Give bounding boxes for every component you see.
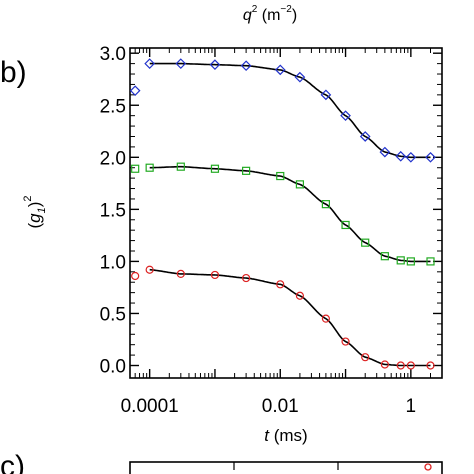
- x-tick-label: 0.01: [262, 396, 299, 417]
- data-point-square: [131, 164, 140, 173]
- ticks-layer: [129, 48, 443, 378]
- plot-frame: [129, 47, 443, 379]
- data-point-square: [276, 171, 285, 181]
- data-point-circle: [276, 280, 285, 289]
- data-point-square: [341, 220, 350, 230]
- y-axis-title-symbol: g: [25, 213, 44, 223]
- data-point-square: [321, 200, 330, 209]
- fit-curves: [149, 62, 431, 367]
- y-axis-title-open: (: [25, 223, 44, 229]
- fit-curve: [149, 268, 431, 367]
- x-tick-label: 0.0001: [121, 396, 179, 417]
- data-point-square: [406, 257, 415, 266]
- panel-c-point: [424, 463, 432, 471]
- data-point-diamond: [274, 64, 286, 76]
- y-tick-label: 0.0: [100, 357, 126, 378]
- data-point-diamond: [405, 151, 417, 163]
- data-point-circle: [295, 291, 305, 300]
- tick-labels: 0.0 0.5 1.0 1.5 2.0 2.5 3.0 0.0001 0.01 1: [100, 44, 417, 417]
- data-point-square: [361, 238, 370, 247]
- data-point-square: [295, 180, 305, 189]
- data-point-circle: [380, 360, 389, 369]
- data-point-circle: [176, 269, 185, 278]
- top-axis-title-unit-exp: −2: [280, 4, 292, 15]
- y-tick-label: 1.0: [100, 252, 126, 273]
- data-point-circle: [396, 361, 405, 370]
- data-point-diamond: [395, 150, 407, 162]
- data-point-circle: [406, 361, 415, 370]
- data-point-diamond: [379, 146, 391, 158]
- data-point-diamond: [320, 89, 332, 101]
- data-point-diamond: [209, 59, 221, 71]
- panel-c-label: c): [0, 450, 25, 474]
- y-axis-title: (g1)2: [22, 195, 48, 228]
- top-axis-title-symbol: q: [243, 7, 252, 24]
- data-point-square: [396, 256, 405, 265]
- data-point-circle: [210, 270, 220, 280]
- data-point-diamond: [340, 110, 351, 122]
- x-axis-title: t (ms): [264, 426, 307, 445]
- y-tick-label: 2.0: [100, 148, 126, 169]
- x-tick-label: 1: [406, 396, 417, 417]
- data-point-circle: [426, 361, 435, 370]
- data-point-diamond: [175, 58, 187, 69]
- y-tick-label: 2.5: [100, 96, 126, 117]
- data-points: [129, 58, 436, 370]
- x-axis-title-symbol: t: [264, 426, 270, 445]
- top-axis-title: q2 (m−2): [243, 4, 297, 24]
- data-point-diamond: [294, 71, 306, 83]
- y-axis-title-exp: 2: [22, 195, 34, 201]
- data-point-diamond: [129, 85, 141, 97]
- fit-curve: [149, 62, 431, 159]
- data-point-circle: [341, 337, 350, 346]
- data-point-square: [145, 163, 154, 172]
- data-point-square: [426, 257, 435, 266]
- y-tick-label: 0.5: [100, 304, 126, 325]
- panel-c-frame: [129, 461, 443, 474]
- data-point-circle: [145, 265, 154, 274]
- data-point-diamond: [425, 151, 436, 163]
- data-point-diamond: [359, 131, 371, 142]
- y-axis-title-close: ): [25, 202, 44, 208]
- y-axis-title-sub: 1: [36, 207, 48, 213]
- data-point-circle: [321, 314, 330, 323]
- panel-b-label: b): [0, 56, 27, 89]
- top-axis-title-unit-open: (m: [257, 7, 280, 24]
- data-point-circle: [131, 271, 140, 281]
- y-tick-label: 3.0: [100, 44, 126, 65]
- data-point-square: [176, 162, 185, 171]
- data-point-circle: [361, 353, 370, 362]
- data-point-square: [380, 252, 389, 261]
- data-point-diamond: [240, 60, 252, 72]
- data-point-diamond: [144, 58, 156, 69]
- top-axis-title-unit-close: ): [292, 7, 297, 24]
- top-axis-title-exp: 2: [252, 4, 258, 15]
- x-axis-title-unit: (ms): [269, 426, 308, 445]
- fit-curve: [149, 165, 431, 263]
- y-tick-label: 1.5: [100, 200, 126, 221]
- data-point-square: [210, 164, 220, 173]
- data-point-square: [242, 166, 251, 175]
- data-point-circle: [242, 273, 251, 283]
